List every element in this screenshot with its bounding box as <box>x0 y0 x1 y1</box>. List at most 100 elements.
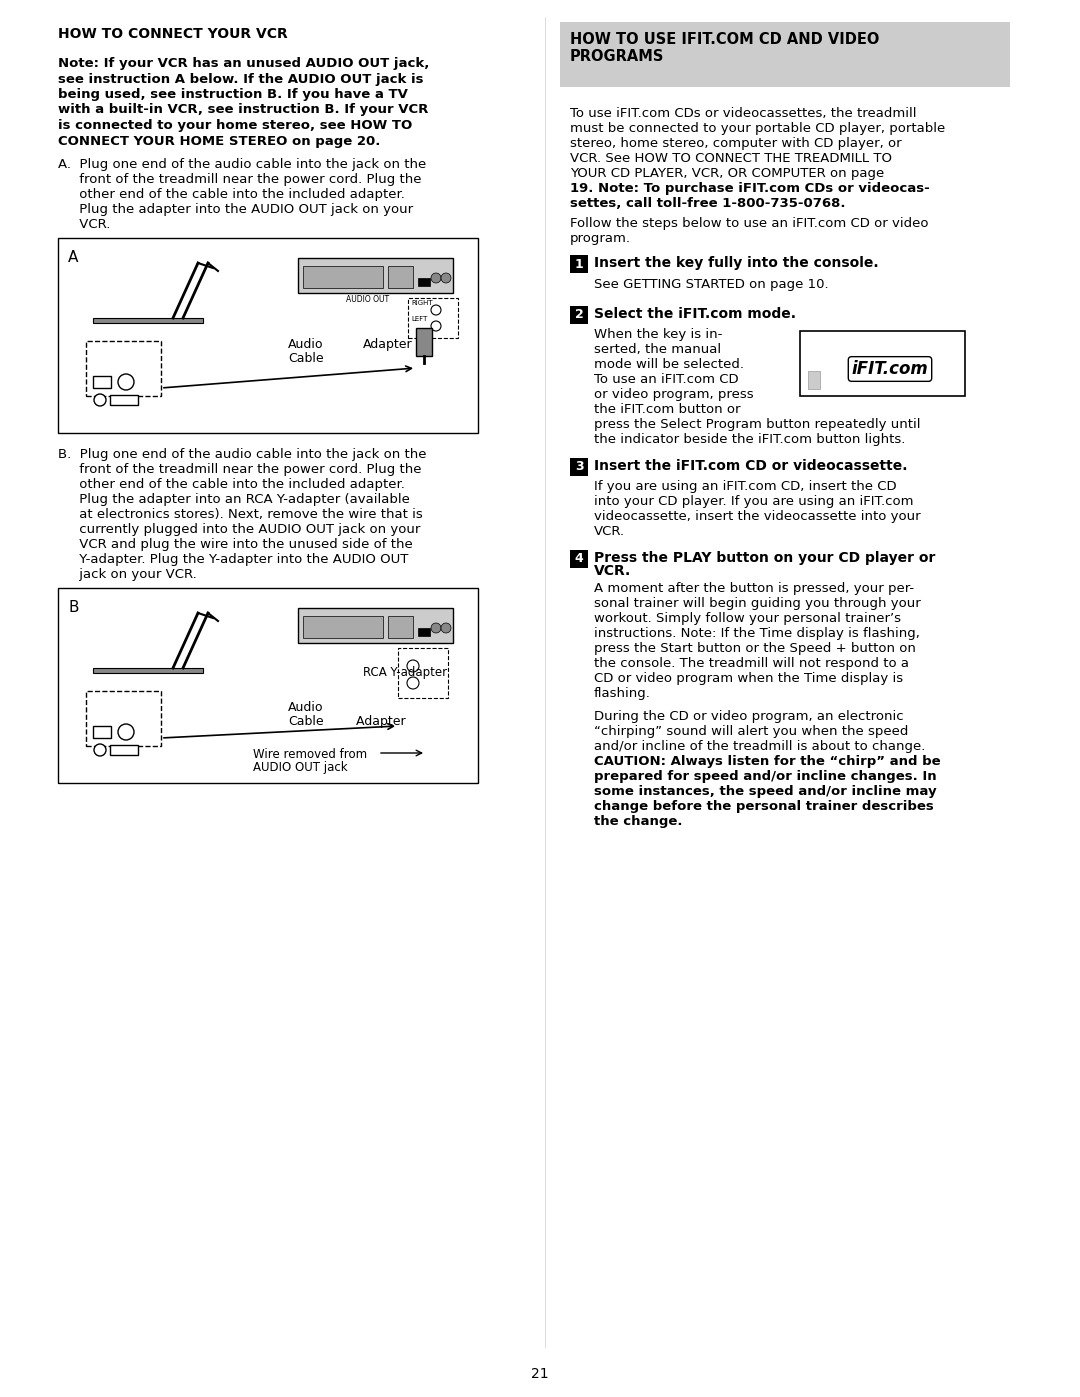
Text: see instruction A below. If the AUDIO OUT jack is: see instruction A below. If the AUDIO OU… <box>58 73 423 85</box>
Bar <box>303 265 383 288</box>
Text: stereo, home stereo, computer with CD player, or: stereo, home stereo, computer with CD pl… <box>570 137 902 149</box>
Text: mode will be selected.: mode will be selected. <box>594 358 744 372</box>
Text: some instances, the speed and/or incline may: some instances, the speed and/or incline… <box>594 785 936 798</box>
Text: videocassette, insert the videocassette into your: videocassette, insert the videocassette … <box>594 510 920 522</box>
Text: into your CD player. If you are using an iFIT.com: into your CD player. If you are using an… <box>594 495 914 509</box>
Text: HOW TO USE IFIT.COM CD AND VIDEO: HOW TO USE IFIT.COM CD AND VIDEO <box>570 32 879 47</box>
Text: 3: 3 <box>575 461 583 474</box>
Text: Plug the adapter into an RCA Y-adapter (available: Plug the adapter into an RCA Y-adapter (… <box>58 493 410 506</box>
Circle shape <box>118 724 134 740</box>
Text: Audio: Audio <box>288 701 324 714</box>
Text: See GETTING STARTED on page 10.: See GETTING STARTED on page 10. <box>594 278 828 291</box>
Text: B.  Plug one end of the audio cable into the jack on the: B. Plug one end of the audio cable into … <box>58 448 427 461</box>
Text: PROGRAMS: PROGRAMS <box>570 49 664 64</box>
Circle shape <box>431 321 441 331</box>
Text: flashing.: flashing. <box>594 687 651 700</box>
Text: CONNECT YOUR HOME STEREO on page 20.: CONNECT YOUR HOME STEREO on page 20. <box>58 134 380 148</box>
Text: the console. The treadmill will not respond to a: the console. The treadmill will not resp… <box>594 657 909 671</box>
Bar <box>800 331 966 395</box>
Text: When the key is in-: When the key is in- <box>594 328 723 341</box>
Circle shape <box>441 272 451 284</box>
Text: Insert the key fully into the console.: Insert the key fully into the console. <box>594 256 879 270</box>
Text: CAUTION: Always listen for the “chirp” and be: CAUTION: Always listen for the “chirp” a… <box>594 754 941 768</box>
Bar <box>408 298 458 338</box>
Text: “chirping” sound will alert you when the speed: “chirping” sound will alert you when the… <box>594 725 908 738</box>
Text: VCR and plug the wire into the unused side of the: VCR and plug the wire into the unused si… <box>58 538 413 550</box>
Text: 19. Note: To purchase iFIT.com CDs or videocas-: 19. Note: To purchase iFIT.com CDs or vi… <box>570 182 930 196</box>
Text: A.  Plug one end of the audio cable into the jack on the: A. Plug one end of the audio cable into … <box>58 158 427 170</box>
Text: VCR.: VCR. <box>594 525 625 538</box>
Text: Adapter: Adapter <box>348 715 406 728</box>
Text: must be connected to your portable CD player, portable: must be connected to your portable CD pl… <box>570 122 945 136</box>
Bar <box>93 726 111 738</box>
Text: 2: 2 <box>575 309 583 321</box>
Text: RCA Y-adapter: RCA Y-adapter <box>363 666 447 679</box>
Text: VCR. See HOW TO CONNECT THE TREADMILL TO: VCR. See HOW TO CONNECT THE TREADMILL TO <box>570 152 892 165</box>
Bar <box>808 372 820 388</box>
Text: 21: 21 <box>531 1368 549 1382</box>
Text: Cable: Cable <box>288 715 324 728</box>
Text: CD or video program when the Time display is: CD or video program when the Time displa… <box>594 672 903 685</box>
Text: AUDIO OUT jack: AUDIO OUT jack <box>253 761 348 774</box>
Bar <box>570 550 588 569</box>
Bar <box>388 265 413 288</box>
Text: the indicator beside the iFIT.com button lights.: the indicator beside the iFIT.com button… <box>594 433 905 446</box>
Text: at electronics stores). Next, remove the wire that is: at electronics stores). Next, remove the… <box>58 509 422 521</box>
Text: RIGHT: RIGHT <box>411 300 433 306</box>
Text: Adapter: Adapter <box>363 338 413 351</box>
Text: 1: 1 <box>575 257 583 271</box>
Bar <box>388 616 413 638</box>
Text: the change.: the change. <box>594 814 683 828</box>
Polygon shape <box>93 668 203 673</box>
Bar <box>58 237 478 433</box>
Text: and/or incline of the treadmill is about to change.: and/or incline of the treadmill is about… <box>594 740 926 753</box>
Text: front of the treadmill near the power cord. Plug the: front of the treadmill near the power co… <box>58 173 421 186</box>
Text: other end of the cable into the included adapter.: other end of the cable into the included… <box>58 189 405 201</box>
Text: 4: 4 <box>575 552 583 566</box>
Text: VCR.: VCR. <box>58 218 110 231</box>
Text: with a built-in VCR, see instruction B. If your VCR: with a built-in VCR, see instruction B. … <box>58 103 429 116</box>
Circle shape <box>94 394 106 407</box>
Circle shape <box>407 659 419 672</box>
Text: To use an iFIT.com CD: To use an iFIT.com CD <box>594 373 739 386</box>
Bar <box>418 278 430 286</box>
Text: is connected to your home stereo, see HOW TO: is connected to your home stereo, see HO… <box>58 119 413 131</box>
Bar <box>58 588 478 782</box>
Text: settes, call toll-free 1-800-735-0768.: settes, call toll-free 1-800-735-0768. <box>570 197 846 210</box>
Circle shape <box>431 623 441 633</box>
Text: HOW TO CONNECT YOUR VCR: HOW TO CONNECT YOUR VCR <box>58 27 287 41</box>
Bar <box>86 692 161 746</box>
Text: If you are using an iFIT.com CD, insert the CD: If you are using an iFIT.com CD, insert … <box>594 481 896 493</box>
Circle shape <box>94 745 106 756</box>
Text: Note: If your VCR has an unused AUDIO OUT jack,: Note: If your VCR has an unused AUDIO OU… <box>58 57 430 70</box>
Text: VCR.: VCR. <box>594 564 631 578</box>
Bar <box>303 616 383 638</box>
Text: Plug the adapter into the AUDIO OUT jack on your: Plug the adapter into the AUDIO OUT jack… <box>58 203 414 217</box>
Text: A: A <box>68 250 79 265</box>
Text: press the Start button or the Speed + button on: press the Start button or the Speed + bu… <box>594 643 916 655</box>
Bar <box>418 629 430 636</box>
Text: Select the iFIT.com mode.: Select the iFIT.com mode. <box>594 307 796 321</box>
Text: jack on your VCR.: jack on your VCR. <box>58 569 197 581</box>
Circle shape <box>118 374 134 390</box>
Text: press the Select Program button repeatedly until: press the Select Program button repeated… <box>594 418 920 432</box>
Text: LEFT: LEFT <box>411 316 428 321</box>
Text: workout. Simply follow your personal trainer’s: workout. Simply follow your personal tra… <box>594 612 901 624</box>
Text: YOUR CD PLAYER, VCR, OR COMPUTER on page: YOUR CD PLAYER, VCR, OR COMPUTER on page <box>570 168 885 180</box>
Circle shape <box>407 678 419 689</box>
Bar <box>570 458 588 476</box>
Bar <box>561 22 1010 87</box>
Text: AUDIO OUT: AUDIO OUT <box>347 295 390 305</box>
Text: program.: program. <box>570 232 631 244</box>
Bar <box>298 608 453 643</box>
Text: or video program, press: or video program, press <box>594 388 754 401</box>
Bar <box>570 306 588 324</box>
Text: other end of the cable into the included adapter.: other end of the cable into the included… <box>58 478 405 490</box>
Text: Wire removed from: Wire removed from <box>253 747 367 761</box>
Bar <box>416 328 432 356</box>
Text: being used, see instruction B. If you have a TV: being used, see instruction B. If you ha… <box>58 88 408 101</box>
Text: During the CD or video program, an electronic: During the CD or video program, an elect… <box>594 710 904 724</box>
Text: Y-adapter. Plug the Y-adapter into the AUDIO OUT: Y-adapter. Plug the Y-adapter into the A… <box>58 553 408 566</box>
Text: Audio: Audio <box>288 338 324 351</box>
Circle shape <box>431 305 441 314</box>
